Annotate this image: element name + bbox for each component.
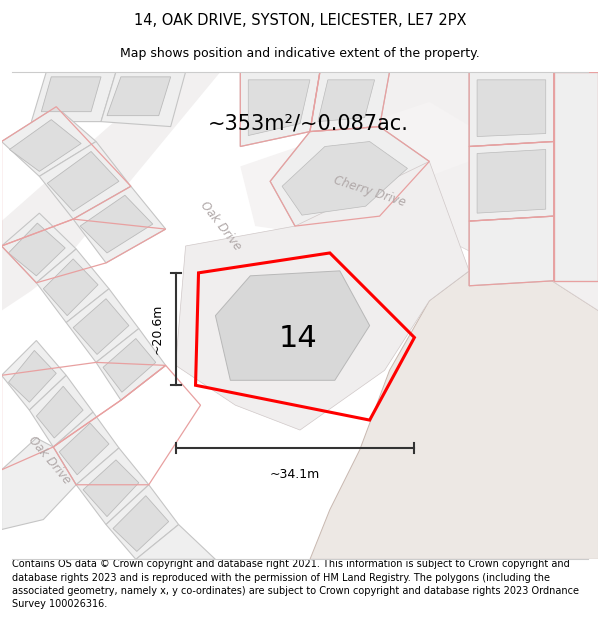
Polygon shape bbox=[248, 80, 310, 136]
Polygon shape bbox=[96, 329, 166, 400]
Polygon shape bbox=[40, 141, 131, 219]
Polygon shape bbox=[31, 72, 116, 122]
Polygon shape bbox=[270, 127, 430, 226]
Polygon shape bbox=[215, 271, 370, 380]
Polygon shape bbox=[113, 496, 169, 551]
Polygon shape bbox=[73, 299, 129, 354]
Polygon shape bbox=[241, 72, 320, 146]
Text: ~353m²/~0.087ac.: ~353m²/~0.087ac. bbox=[208, 114, 409, 134]
Polygon shape bbox=[43, 259, 98, 316]
Polygon shape bbox=[83, 460, 139, 517]
Polygon shape bbox=[477, 80, 546, 136]
Polygon shape bbox=[73, 186, 166, 263]
Polygon shape bbox=[80, 195, 153, 253]
Polygon shape bbox=[2, 72, 220, 311]
Polygon shape bbox=[380, 72, 598, 311]
Polygon shape bbox=[66, 289, 139, 362]
Text: 14: 14 bbox=[278, 324, 317, 353]
Polygon shape bbox=[101, 72, 185, 127]
Text: 14, OAK DRIVE, SYSTON, LEICESTER, LE7 2PX: 14, OAK DRIVE, SYSTON, LEICESTER, LE7 2P… bbox=[134, 12, 466, 28]
Polygon shape bbox=[2, 107, 96, 176]
Polygon shape bbox=[76, 448, 149, 524]
Polygon shape bbox=[2, 213, 76, 282]
Text: Cherry Drive: Cherry Drive bbox=[332, 174, 407, 209]
Polygon shape bbox=[282, 141, 407, 215]
Polygon shape bbox=[8, 351, 56, 402]
Polygon shape bbox=[2, 341, 66, 410]
Polygon shape bbox=[469, 141, 554, 221]
Polygon shape bbox=[106, 485, 179, 559]
Text: Oak Drive: Oak Drive bbox=[26, 433, 73, 486]
Polygon shape bbox=[176, 161, 469, 430]
Polygon shape bbox=[477, 149, 546, 213]
Polygon shape bbox=[41, 77, 101, 112]
Polygon shape bbox=[310, 72, 389, 132]
Text: Oak Drive: Oak Drive bbox=[197, 199, 244, 253]
Polygon shape bbox=[59, 423, 109, 475]
Polygon shape bbox=[318, 80, 374, 122]
Text: ~20.6m: ~20.6m bbox=[151, 304, 164, 354]
Text: Map shows position and indicative extent of the property.: Map shows position and indicative extent… bbox=[120, 48, 480, 61]
Text: ~34.1m: ~34.1m bbox=[270, 468, 320, 481]
Polygon shape bbox=[2, 438, 76, 529]
Polygon shape bbox=[10, 119, 81, 171]
Polygon shape bbox=[8, 223, 65, 276]
Polygon shape bbox=[469, 216, 554, 286]
Polygon shape bbox=[103, 339, 156, 392]
Polygon shape bbox=[136, 524, 215, 559]
Polygon shape bbox=[310, 266, 598, 559]
Text: Contains OS data © Crown copyright and database right 2021. This information is : Contains OS data © Crown copyright and d… bbox=[12, 559, 579, 609]
Polygon shape bbox=[107, 77, 170, 116]
Polygon shape bbox=[37, 386, 83, 438]
Polygon shape bbox=[53, 412, 119, 485]
Polygon shape bbox=[554, 72, 598, 281]
Polygon shape bbox=[469, 72, 554, 146]
Polygon shape bbox=[37, 249, 109, 322]
Polygon shape bbox=[47, 151, 119, 211]
Polygon shape bbox=[29, 376, 93, 447]
Polygon shape bbox=[241, 102, 479, 231]
